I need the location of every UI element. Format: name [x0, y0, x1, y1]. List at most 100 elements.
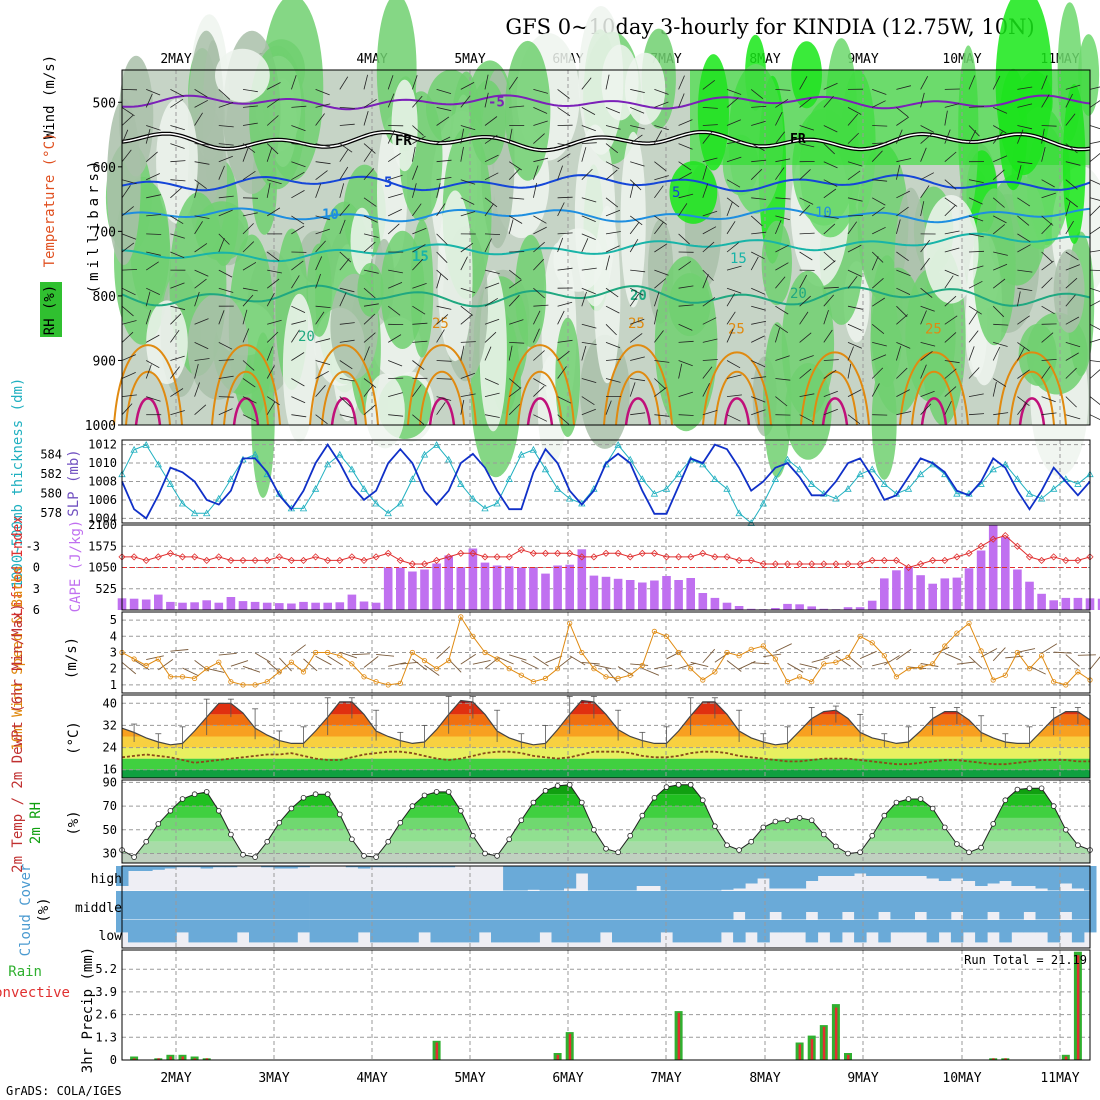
wind-barb [412, 125, 424, 136]
li-point [953, 553, 961, 561]
cloud-cover-block [600, 891, 613, 920]
surface-wind-barb [605, 668, 618, 683]
wind-barb [678, 391, 694, 397]
wind-barb [363, 332, 376, 343]
wind-barb [823, 309, 829, 325]
surface-wind-barb [521, 660, 538, 669]
wind-barb [1089, 141, 1100, 144]
wind-barb [629, 179, 642, 191]
wind-barb [750, 168, 763, 180]
wind-barb [315, 161, 331, 165]
surface-wind-barb [835, 655, 851, 667]
wind-barb [896, 165, 901, 180]
wind-barb [702, 359, 718, 361]
cloud-cover-block [321, 891, 335, 920]
wind-barb [726, 140, 742, 144]
precip-convective-bar [822, 1026, 826, 1060]
cape-bar [1001, 537, 1010, 610]
wind-barb [750, 215, 763, 227]
wind-barb [993, 215, 1007, 224]
cloud-cover-block [781, 866, 794, 889]
wind-barb [242, 241, 255, 253]
wind-barb [847, 346, 854, 361]
wind-barb [533, 226, 547, 235]
wind-barb [775, 355, 790, 361]
wind-speed-point [567, 620, 573, 626]
wind-barb [678, 143, 693, 150]
isotherm-30-loop [1009, 370, 1055, 426]
wind-barb [872, 89, 887, 95]
cloud-cover-block [164, 920, 177, 943]
wind-barb [557, 350, 570, 361]
cape-bar [299, 601, 308, 610]
wind-barb [557, 339, 573, 343]
wind-barb [992, 169, 1005, 180]
thickness-label: 1000~500mb thickness (dm) [10, 378, 26, 589]
wind-barb [871, 323, 885, 335]
li-point [614, 549, 622, 557]
cape-bar [541, 573, 550, 610]
wind-barb [630, 89, 645, 93]
pressure-tick-label: 700 [93, 225, 116, 240]
wind-speed-point [554, 666, 561, 672]
wind-barb [1041, 277, 1053, 289]
cloud-cover-block [1011, 891, 1024, 920]
wind-speed-point [337, 653, 343, 659]
wind-barb [968, 75, 976, 90]
thickness-point [215, 494, 223, 502]
cape-bar [166, 601, 175, 610]
wind-barb [630, 318, 645, 325]
precip-convective-bar [181, 1056, 184, 1060]
cloud-cover-block [406, 891, 419, 920]
wind-barb [388, 360, 403, 367]
cloud-cover-block [914, 920, 928, 933]
wind-barb [339, 396, 352, 408]
wind-barb [509, 319, 524, 325]
cloud-cover-block [539, 891, 552, 920]
thickness-point [178, 499, 187, 507]
isotherm-line [121, 232, 1091, 263]
surface-wind-barb [496, 656, 514, 665]
thickness-point [227, 475, 235, 482]
rh-contour-fill [306, 243, 332, 337]
surface-wind-barb [980, 648, 998, 658]
cloud-cover-block [224, 920, 238, 943]
wind-barb [363, 98, 377, 108]
wind-barb [702, 79, 716, 90]
thickness-point [432, 441, 441, 448]
cloud-cover-block [878, 866, 891, 876]
li-point [856, 560, 864, 568]
cloud-cover-block [648, 920, 661, 943]
surface-wind-barb [303, 658, 318, 672]
rh-tick-label: 90 [103, 775, 117, 789]
wind-barb [944, 179, 957, 190]
upper-air-wind-label: Wind (m/s) [42, 55, 58, 139]
cloud-cover-block [418, 920, 431, 933]
cape-bar [1037, 593, 1046, 610]
wind-barb [218, 237, 225, 253]
cloud-cover-block [745, 866, 758, 884]
wind-barb [121, 115, 134, 126]
wind-barb [121, 354, 136, 361]
wind-barb [291, 396, 306, 404]
rh-point [591, 826, 597, 833]
cloud-cover-block [128, 866, 141, 871]
cape-bar [226, 597, 236, 610]
wind-barb [315, 338, 331, 343]
wind-barb [1089, 179, 1100, 185]
cloud-cover-block [285, 866, 298, 869]
rh-point [687, 781, 694, 788]
wind-barb [968, 250, 985, 253]
wind-barb [291, 260, 304, 271]
wind-barb [557, 267, 573, 271]
wind-barb [751, 251, 765, 260]
wind-barb [363, 384, 374, 397]
isotherm-label: 15 [730, 251, 747, 267]
wind-speed-point [179, 674, 186, 680]
wind-barb [533, 107, 548, 114]
rh-point [240, 851, 246, 858]
wind-barb [654, 130, 663, 144]
rh-point [554, 783, 561, 789]
wind-barb [847, 132, 859, 144]
wind-barb [920, 147, 927, 162]
